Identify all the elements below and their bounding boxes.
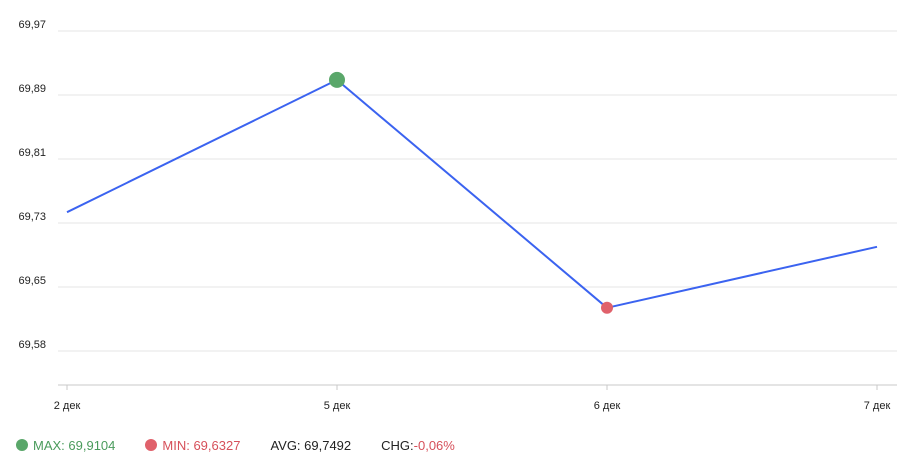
max-dot-icon <box>16 439 28 451</box>
y-axis-ticks: 69,97 69,89 69,81 69,73 69,65 69,58 <box>18 19 46 351</box>
min-marker <box>601 301 613 314</box>
x-tick-label: 7 дек <box>864 400 891 412</box>
max-marker <box>329 71 345 88</box>
stats-bar: MAX: 69,9104 MIN: 69,6327 AVG: 69,7492 C… <box>16 436 485 454</box>
x-tick-label: 2 дек <box>54 400 81 412</box>
y-tick-label: 69,97 <box>18 19 46 31</box>
avg-label: AVG: 69,7492 <box>270 437 352 453</box>
y-tick-label: 69,65 <box>18 275 46 287</box>
grid <box>58 30 897 352</box>
min-dot-icon <box>145 439 158 451</box>
x-tick-label: 5 дек <box>324 400 351 412</box>
y-tick-label: 69,73 <box>18 211 46 223</box>
x-axis: 2 дек 5 дек 6 дек 7 дек <box>54 384 897 412</box>
series <box>66 71 878 314</box>
series-line <box>66 78 878 309</box>
max-label: MAX: 69,9104 <box>33 437 116 453</box>
x-tick-label: 6 дек <box>594 400 621 412</box>
y-tick-label: 69,89 <box>18 83 46 95</box>
min-stat: MIN: 69,6327 <box>145 438 240 453</box>
avg-stat: AVG: 69,7492 <box>270 438 351 453</box>
chg-prefix: CHG: <box>381 437 414 453</box>
y-tick-label: 69,58 <box>18 339 46 351</box>
y-tick-label: 69,81 <box>18 147 46 159</box>
min-label: MIN: 69,6327 <box>162 437 241 453</box>
chg-value: -0,06% <box>413 437 455 453</box>
chg-stat: CHG: -0,06% <box>381 438 455 453</box>
line-chart: 69,97 69,89 69,81 69,73 69,65 69,58 2 дек 5 де… <box>18 19 897 412</box>
max-stat: MAX: 69,9104 <box>16 438 115 453</box>
